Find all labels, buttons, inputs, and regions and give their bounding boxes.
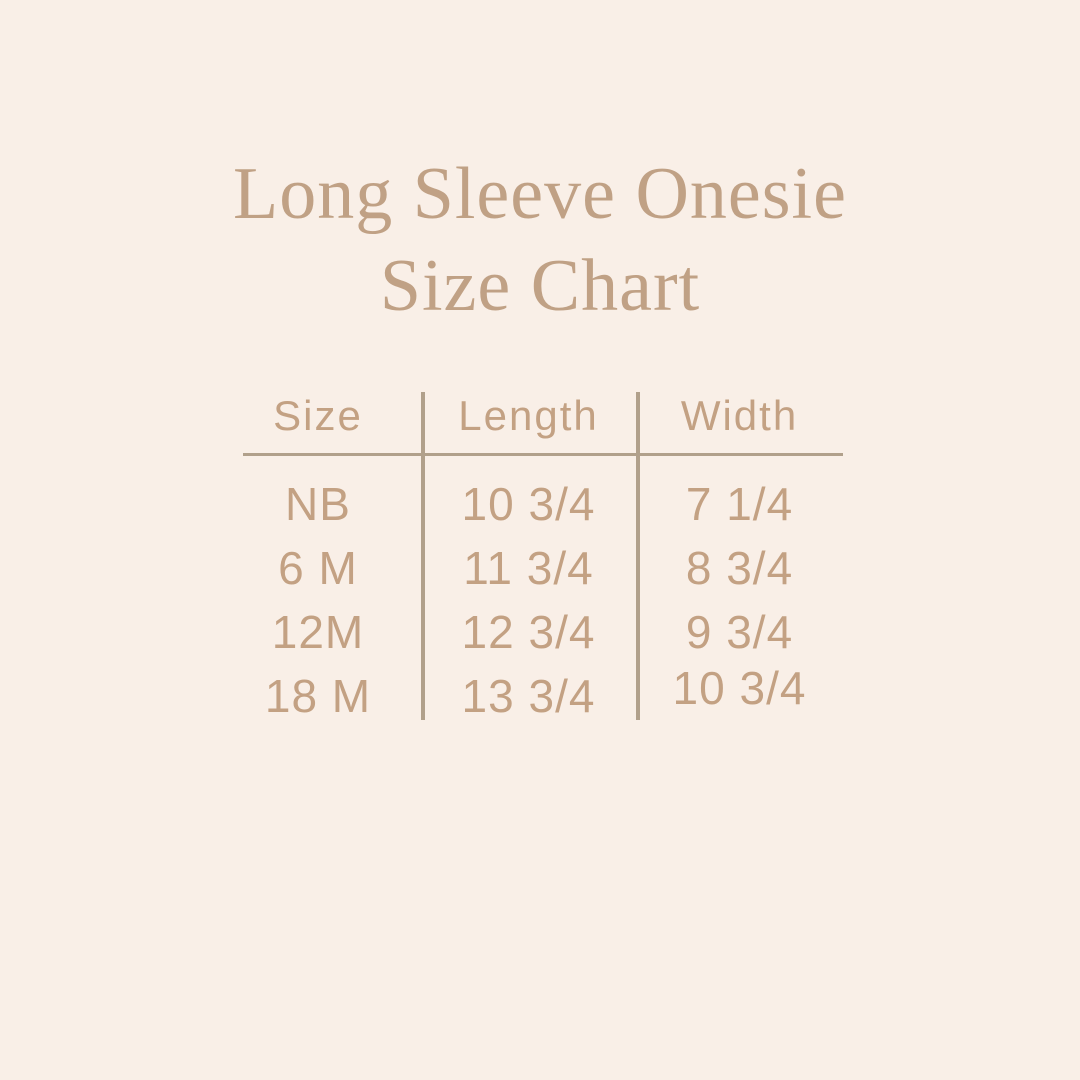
cell-size: NB (285, 478, 351, 530)
table-row: 6 M 11 3/4 8 3/4 (243, 536, 843, 600)
size-table-body: NB 10 3/4 7 1/4 6 M 11 3/4 8 3/4 12M 12 … (243, 472, 843, 728)
table-row: NB 10 3/4 7 1/4 (243, 472, 843, 536)
header-cell-size: Size (273, 391, 363, 439)
column-divider-2 (636, 392, 640, 720)
table-header-row: Size Length Width (243, 378, 843, 453)
header-cell-width: Width (680, 391, 799, 439)
cell-width: 7 1/4 (685, 478, 794, 530)
cell-length: 13 3/4 (461, 670, 596, 722)
table-row: 12M 12 3/4 9 3/4 (243, 600, 843, 664)
header-cell-length: Length (458, 391, 599, 439)
cell-size: 6 M (278, 542, 358, 594)
table-row: 18 M 13 3/4 10 3/4 (243, 662, 843, 728)
header-rule (243, 453, 843, 456)
cell-size: 18 M (264, 670, 372, 722)
cell-width: 10 3/4 (672, 662, 807, 714)
cell-width: 8 3/4 (685, 542, 794, 594)
cell-length: 11 3/4 (463, 542, 594, 594)
cell-length: 12 3/4 (461, 606, 596, 658)
title-line-1: Long Sleeve Onesie (233, 153, 847, 235)
column-divider-1 (421, 392, 425, 720)
title-line-2: Size Chart (379, 245, 701, 327)
cell-size: 12M (271, 606, 365, 658)
page-title: Long Sleeve Onesie Size Chart (0, 148, 1080, 332)
cell-length: 10 3/4 (461, 478, 596, 530)
cell-width: 9 3/4 (685, 606, 794, 658)
